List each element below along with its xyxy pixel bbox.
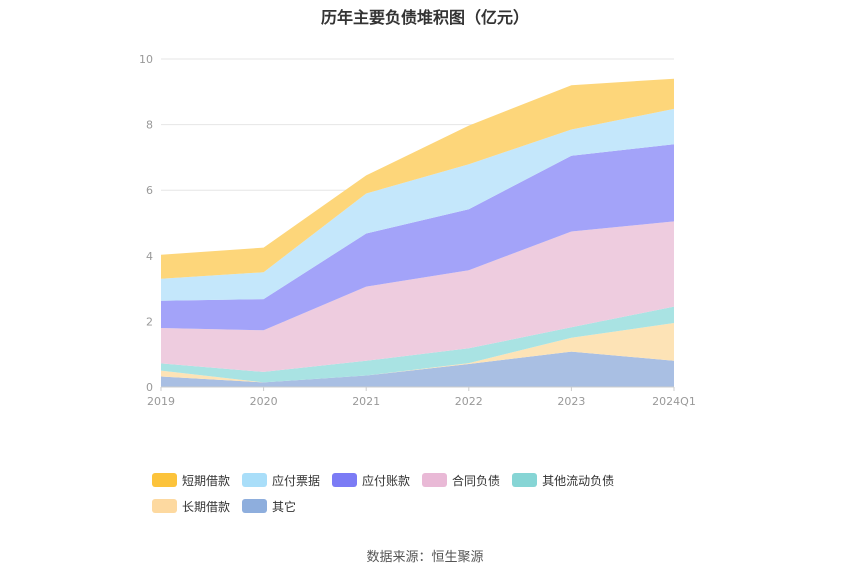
legend-swatch xyxy=(152,499,177,513)
area-series-其它 xyxy=(161,351,674,387)
legend-swatch xyxy=(242,499,268,513)
x-tick-label: 2020 xyxy=(250,395,278,408)
legend-label: 应付票据 xyxy=(272,473,321,488)
x-tick-label: 2022 xyxy=(455,395,483,408)
legend-swatch xyxy=(422,473,448,487)
legend-label: 长期借款 xyxy=(182,499,231,514)
legend-item[interactable]: 短期借款 xyxy=(152,472,230,488)
legend-label: 其他流动负债 xyxy=(542,473,615,488)
legend-swatch xyxy=(512,473,538,487)
y-tick-label: 10 xyxy=(139,53,153,66)
area-series-应付票据 xyxy=(161,108,674,301)
legend-item[interactable]: 应付票据 xyxy=(242,472,320,488)
y-tick-label: 2 xyxy=(146,315,153,328)
legend-item[interactable]: 长期借款 xyxy=(152,498,230,514)
legend-swatch xyxy=(242,473,268,487)
x-tick-label: 2019 xyxy=(147,395,175,408)
y-tick-label: 8 xyxy=(146,119,153,132)
chart-title: 历年主要负债堆积图（亿元） xyxy=(320,8,529,27)
legend: 短期借款 应付票据 应付账款 合同负债 其他流动负债长期借款 其它 xyxy=(152,472,712,524)
y-tick-label: 4 xyxy=(146,250,153,263)
area-series-其他流动负债 xyxy=(161,306,674,383)
legend-item[interactable]: 应付账款 xyxy=(332,472,410,488)
stacked-area-chart: 0 2 4 6 8 10 2019 2020 2021 2022 2023 2024Q1 xyxy=(139,53,696,408)
y-tick-label: 6 xyxy=(146,184,153,197)
legend-swatch xyxy=(152,473,177,487)
legend-label: 短期借款 xyxy=(182,473,231,488)
data-source: 数据来源：恒生聚源 xyxy=(366,550,484,565)
area-series-应付账款 xyxy=(161,144,674,331)
area-series-短期借款 xyxy=(161,78,674,279)
y-tick-label: 0 xyxy=(146,381,153,394)
area-series-合同负债 xyxy=(161,221,674,372)
x-tick-label: 2024Q1 xyxy=(652,395,696,408)
legend-label: 应付账款 xyxy=(362,473,411,488)
legend-label: 其它 xyxy=(272,499,297,514)
legend-swatch xyxy=(332,473,358,487)
legend-item[interactable]: 其他流动负债 xyxy=(512,472,614,488)
x-tick-label: 2021 xyxy=(352,395,380,408)
legend-item[interactable]: 合同负债 xyxy=(422,472,500,488)
legend-label: 合同负债 xyxy=(452,473,501,488)
x-tick-label: 2023 xyxy=(557,395,585,408)
legend-item[interactable]: 其它 xyxy=(242,498,296,514)
